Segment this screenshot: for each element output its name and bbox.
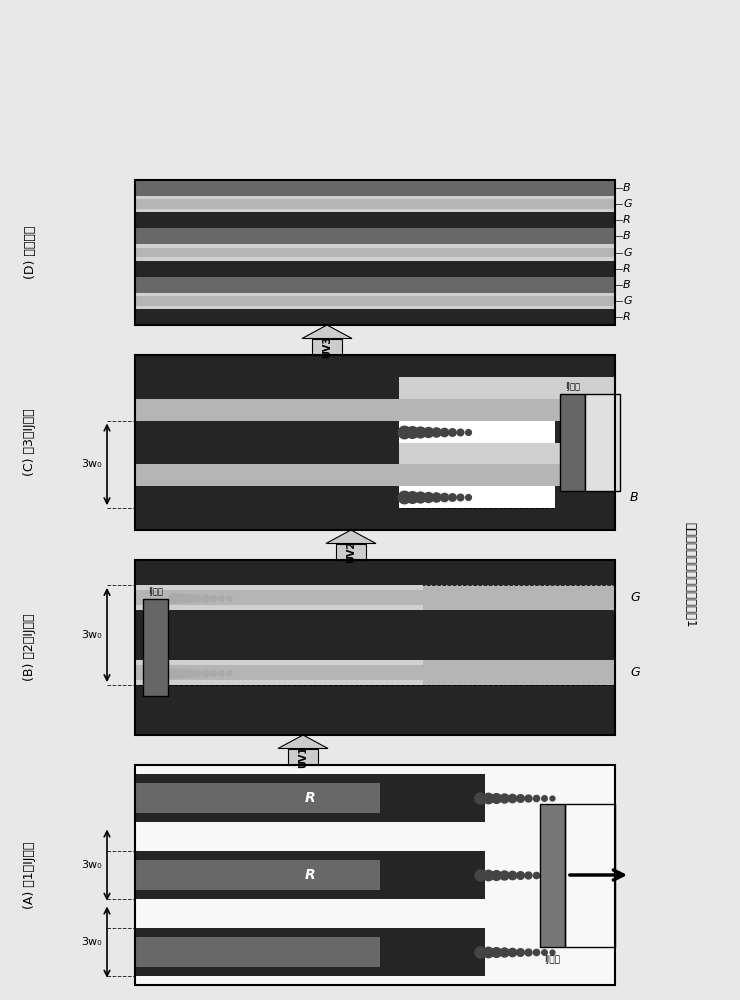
- Bar: [288, 748, 318, 765]
- Text: B: B: [623, 280, 630, 290]
- Bar: [135, 560, 615, 585]
- Bar: [540, 804, 565, 946]
- Bar: [135, 261, 615, 277]
- Bar: [135, 486, 399, 508]
- Bar: [135, 660, 615, 685]
- Bar: [135, 199, 615, 209]
- Bar: [135, 665, 423, 680]
- Bar: [560, 394, 585, 491]
- Bar: [135, 928, 485, 976]
- Bar: [143, 599, 168, 696]
- Bar: [135, 293, 615, 309]
- Text: G: G: [630, 666, 639, 679]
- Text: UV3: UV3: [322, 336, 332, 358]
- Text: G: G: [623, 296, 632, 306]
- Bar: [135, 765, 615, 985]
- Bar: [135, 196, 615, 212]
- Text: B: B: [623, 231, 630, 241]
- Bar: [135, 585, 615, 610]
- Bar: [135, 296, 615, 306]
- Text: IJ射头: IJ射头: [545, 954, 560, 964]
- Bar: [135, 377, 615, 399]
- Bar: [135, 309, 615, 325]
- Bar: [135, 851, 485, 899]
- Text: B: B: [630, 491, 639, 504]
- Bar: [135, 860, 380, 890]
- Text: (A) 第1次IJ涂布: (A) 第1次IJ涂布: [24, 841, 36, 909]
- Bar: [135, 937, 380, 967]
- Text: (C) 第3次IJ涂布: (C) 第3次IJ涂布: [24, 409, 36, 476]
- Text: UV1: UV1: [298, 746, 308, 768]
- Bar: [135, 464, 615, 486]
- Bar: [135, 212, 615, 228]
- Text: 3w₀: 3w₀: [81, 937, 102, 947]
- Bar: [565, 804, 615, 946]
- Bar: [135, 421, 615, 442]
- Bar: [135, 560, 615, 735]
- Bar: [135, 464, 399, 486]
- Bar: [135, 774, 485, 822]
- Text: R: R: [305, 868, 315, 882]
- Polygon shape: [278, 735, 328, 748]
- Bar: [135, 399, 615, 421]
- Bar: [135, 180, 615, 325]
- Bar: [135, 355, 615, 530]
- Text: G: G: [630, 591, 639, 604]
- Bar: [135, 377, 399, 399]
- Text: G: G: [623, 199, 632, 209]
- Bar: [135, 421, 399, 442]
- Bar: [135, 228, 615, 244]
- Bar: [135, 685, 615, 710]
- Bar: [135, 585, 423, 610]
- Text: 3w₀: 3w₀: [81, 459, 102, 469]
- Text: (B) 第2次IJ涂布: (B) 第2次IJ涂布: [24, 614, 36, 681]
- Text: IJ射头: IJ射头: [148, 587, 163, 596]
- Bar: [135, 486, 615, 508]
- Text: 利用喷墨法的滤色器的制造方法1: 利用喷墨法的滤色器的制造方法1: [684, 522, 696, 628]
- Text: IJ射头: IJ射头: [565, 382, 580, 391]
- Bar: [585, 394, 620, 491]
- Bar: [135, 399, 399, 421]
- Text: G: G: [623, 247, 632, 257]
- Text: 3w₀: 3w₀: [81, 630, 102, 640]
- Text: B: B: [623, 183, 630, 193]
- Bar: [135, 590, 423, 605]
- Bar: [135, 783, 380, 813]
- Bar: [399, 486, 555, 508]
- Bar: [135, 610, 615, 635]
- Bar: [135, 355, 615, 377]
- Bar: [135, 442, 399, 464]
- Polygon shape: [326, 530, 376, 544]
- Bar: [135, 710, 615, 735]
- Bar: [312, 338, 342, 355]
- Text: R: R: [623, 264, 630, 274]
- Bar: [135, 508, 615, 530]
- Text: UV2: UV2: [346, 541, 356, 563]
- Text: R: R: [623, 215, 630, 225]
- Text: (D) 整面固化: (D) 整面固化: [24, 226, 36, 279]
- Bar: [135, 442, 615, 464]
- Bar: [135, 355, 399, 377]
- Bar: [399, 421, 555, 442]
- Text: R: R: [305, 791, 315, 805]
- Bar: [336, 544, 366, 560]
- Bar: [135, 180, 615, 196]
- Bar: [135, 635, 615, 660]
- Text: 3w₀: 3w₀: [81, 860, 102, 870]
- Bar: [135, 277, 615, 293]
- Bar: [135, 244, 615, 261]
- Bar: [135, 248, 615, 257]
- Text: R: R: [623, 312, 630, 322]
- Bar: [135, 660, 423, 685]
- Polygon shape: [302, 325, 352, 338]
- Bar: [135, 508, 399, 530]
- Bar: [135, 765, 615, 985]
